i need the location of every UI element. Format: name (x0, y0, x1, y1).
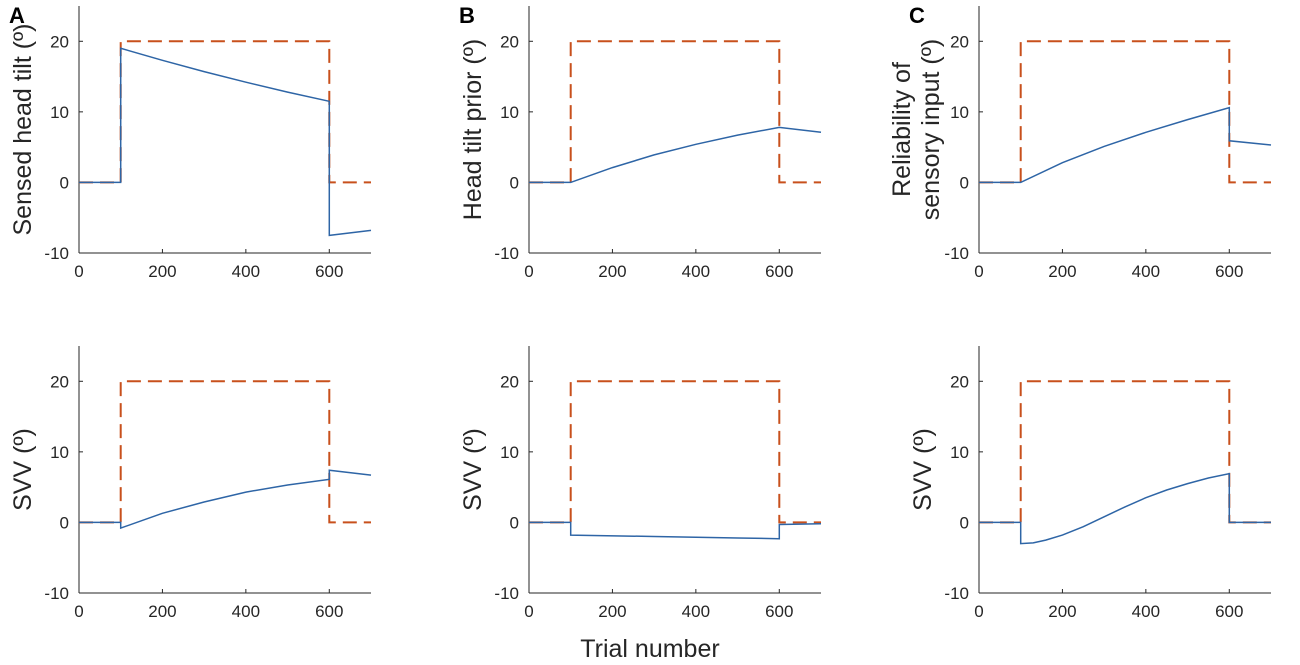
x-tick-label: 0 (74, 262, 83, 281)
y-tick-label: 20 (50, 32, 69, 51)
y-tick-label: 10 (50, 103, 69, 122)
y-tick-label: -10 (44, 584, 69, 603)
stimulus-dashed-line (79, 380, 371, 524)
y-axis-title: sensory input (º) (917, 39, 945, 220)
x-tick-label: 0 (74, 602, 83, 621)
model-output-line (529, 126, 822, 184)
y-axis-title: Sensed head tilt (º) (9, 23, 37, 235)
x-tick-label: 400 (682, 602, 710, 621)
x-tick-label: 200 (598, 262, 626, 281)
y-tick-label: 10 (50, 443, 69, 462)
x-tick-label: 600 (765, 602, 793, 621)
y-axis-title: SVV (º) (909, 428, 937, 511)
x-tick-label: 200 (1048, 602, 1076, 621)
y-axis-title: SVV (º) (459, 428, 487, 511)
panel-letter: B (459, 3, 475, 28)
y-tick-label: 10 (950, 443, 969, 462)
y-tick-label: 20 (950, 32, 969, 51)
y-tick-label: 10 (500, 103, 519, 122)
y-tick-label: -10 (944, 584, 969, 603)
x-tick-label: 400 (682, 262, 710, 281)
x-tick-label: 600 (315, 262, 343, 281)
x-tick-label: 200 (598, 602, 626, 621)
panel-letter: C (909, 3, 925, 28)
y-axis-title: Head tilt prior (º) (459, 39, 487, 220)
y-tick-label: 20 (50, 372, 69, 391)
x-tick-label: 200 (148, 262, 176, 281)
y-tick-label: -10 (494, 584, 519, 603)
y-tick-label: 0 (60, 173, 69, 192)
y-tick-label: 10 (950, 103, 969, 122)
x-tick-label: 0 (974, 262, 983, 281)
x-tick-label: 600 (1215, 602, 1243, 621)
y-tick-label: 0 (510, 513, 519, 532)
x-axis-title: Trial number (580, 635, 719, 663)
stimulus-dashed-line (979, 380, 1271, 524)
x-tick-label: 0 (524, 262, 533, 281)
y-tick-label: -10 (494, 244, 519, 263)
stimulus-dashed-line (79, 40, 371, 184)
y-tick-label: -10 (44, 244, 69, 263)
x-tick-label: 400 (232, 602, 260, 621)
x-tick-label: 200 (1048, 262, 1076, 281)
y-tick-label: 0 (510, 173, 519, 192)
model-output-line (79, 469, 372, 530)
model-output-line (979, 472, 1271, 545)
x-tick-label: 0 (524, 602, 533, 621)
x-tick-label: 400 (1132, 262, 1160, 281)
y-axis-title: Reliability of (888, 62, 916, 197)
y-tick-label: 10 (500, 443, 519, 462)
x-tick-label: 0 (974, 602, 983, 621)
x-tick-label: 400 (1132, 602, 1160, 621)
y-tick-label: 20 (500, 372, 519, 391)
stimulus-dashed-line (529, 380, 821, 524)
x-tick-label: 600 (315, 602, 343, 621)
y-tick-label: 20 (500, 32, 519, 51)
stimulus-dashed-line (529, 40, 821, 184)
x-tick-label: 200 (148, 602, 176, 621)
model-output-line (79, 47, 372, 237)
stimulus-dashed-line (979, 40, 1271, 184)
x-tick-label: 400 (232, 262, 260, 281)
y-tick-label: 0 (960, 173, 969, 192)
y-tick-label: 20 (950, 372, 969, 391)
y-tick-label: -10 (944, 244, 969, 263)
model-output-line (979, 106, 1272, 184)
panel-letter: A (9, 3, 25, 28)
y-tick-label: 0 (960, 513, 969, 532)
y-tick-label: 0 (60, 513, 69, 532)
y-axis-title: SVV (º) (9, 428, 37, 511)
x-tick-label: 600 (1215, 262, 1243, 281)
model-output-line (529, 521, 822, 540)
x-tick-label: 600 (765, 262, 793, 281)
